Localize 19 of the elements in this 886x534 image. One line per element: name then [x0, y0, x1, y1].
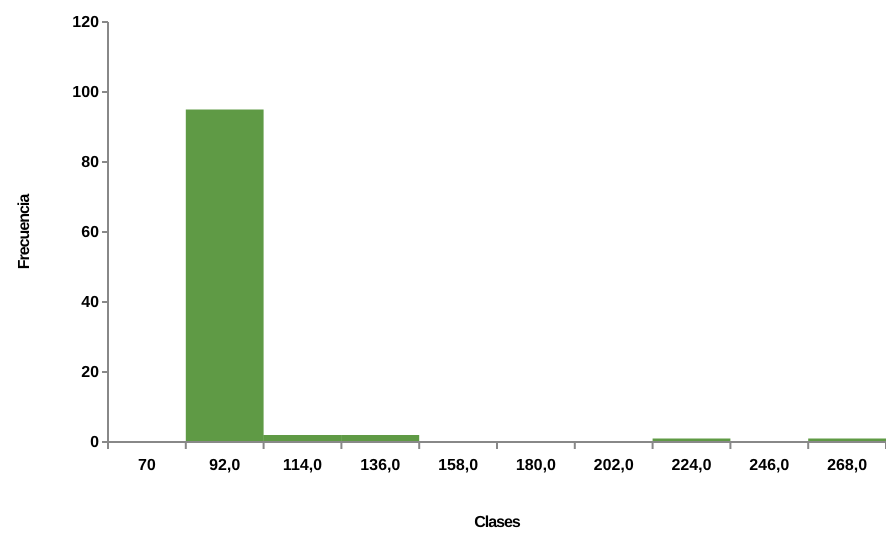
y-tick-label: 40	[81, 294, 100, 312]
x-tick-label: 224,0	[671, 457, 712, 474]
x-tick-label: 202,0	[594, 457, 634, 474]
y-tick-label: 100	[72, 84, 100, 102]
x-tick-label: 246,0	[749, 457, 790, 474]
x-tick-label: 136,0	[360, 457, 400, 474]
y-tick-label: 0	[90, 434, 100, 452]
x-tick-label: 158,0	[438, 457, 478, 474]
y-tick-label: 60	[81, 224, 100, 242]
y-tick-label: 20	[81, 364, 100, 382]
x-axis-title: Clases	[474, 514, 521, 531]
y-axis-title: Frecuencia	[16, 194, 33, 270]
y-tick-label: 80	[81, 154, 100, 172]
x-tick-label: 114,0	[282, 457, 322, 474]
x-tick-label: 180,0	[516, 457, 556, 474]
x-tick-label: 70	[138, 457, 156, 474]
y-tick-label: 120	[72, 14, 100, 32]
x-tick-label: 92,0	[209, 457, 240, 474]
x-tick-label: 268,0	[827, 457, 868, 474]
